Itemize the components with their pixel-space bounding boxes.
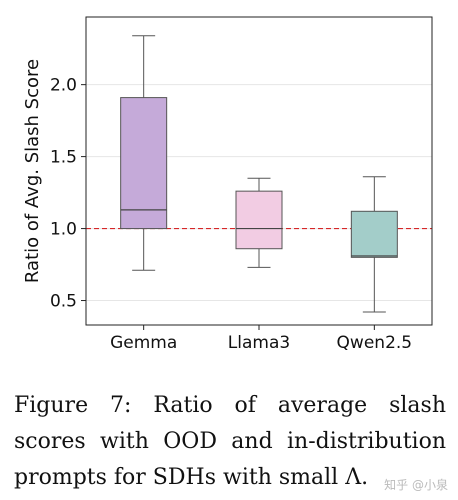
boxes-group: [120, 35, 398, 313]
figure-caption: Figure 7: Ratio of average slash scores …: [14, 393, 446, 490]
y-tick-label: 1.0: [50, 220, 77, 240]
box-plot-chart: 0.5 1.0 1.5 2.0 Gemma Llama3 Qwen2.5 Ratio of…: [22, 16, 433, 353]
y-axis-label: Ratio of Avg. Slash Score: [22, 59, 43, 283]
y-tick-label: 0.5: [50, 292, 77, 312]
y-tick-label: 1.5: [50, 148, 77, 168]
box-llama3: [235, 177, 283, 268]
x-tick-label: Gemma: [110, 333, 177, 353]
box-gemma: [120, 35, 168, 271]
box-iqr: [120, 97, 168, 230]
box-qwen2-5: [350, 176, 398, 313]
box-iqr: [350, 210, 398, 258]
watermark: 知乎 @小泉: [384, 478, 448, 492]
x-tick-label: Llama3: [228, 333, 290, 353]
y-ticks: 0.5 1.0 1.5 2.0: [50, 76, 86, 312]
box-iqr: [235, 190, 283, 250]
y-tick-label: 2.0: [50, 76, 77, 96]
x-ticks: Gemma Llama3 Qwen2.5: [110, 325, 412, 353]
x-tick-label: Qwen2.5: [337, 333, 413, 353]
